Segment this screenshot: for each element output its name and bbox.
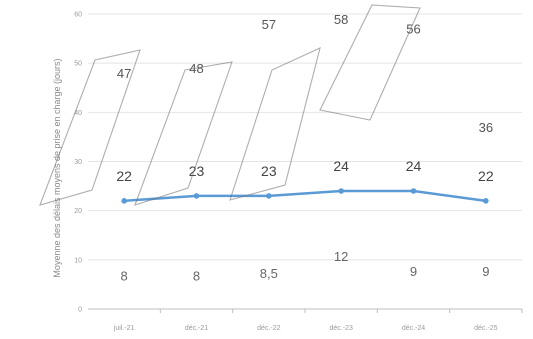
data-label-lower: 9: [410, 264, 417, 279]
data-point: [193, 193, 200, 199]
y-tick-labels: 0 10 20 30 40 50 60: [74, 12, 82, 314]
y-tick-label: 40: [74, 110, 82, 117]
data-point: [266, 193, 272, 199]
sample-watermark: [39, 4, 421, 206]
data-label-line: 23: [189, 163, 205, 179]
data-label-upper: 56: [406, 22, 420, 37]
y-tick-label: 30: [74, 159, 82, 166]
data-label-line: 23: [261, 163, 277, 179]
data-label-line: 22: [478, 168, 494, 184]
y-axis-label: Moyenne des délais moyens de prise en ch…: [52, 58, 62, 277]
data-label-upper: 47: [117, 66, 131, 81]
data-point: [121, 198, 127, 204]
data-label-lower: 9: [482, 264, 489, 279]
y-tick-label: 10: [74, 257, 82, 264]
x-tick-label: déc.-22: [257, 325, 280, 332]
data-label-line: 22: [116, 168, 132, 184]
data-label-line: 24: [333, 158, 349, 174]
data-label-upper: 36: [479, 120, 493, 135]
x-tick-label: déc.-24: [402, 325, 425, 332]
y-tick-label: 0: [78, 307, 82, 314]
data-label-lower: 8: [121, 269, 128, 284]
x-tick-label: déc.-23: [329, 325, 352, 332]
y-tick-label: 60: [74, 12, 82, 19]
x-tick-label: juil.-21: [113, 325, 135, 332]
data-label-lower: 12: [334, 249, 348, 264]
y-tick-label: 20: [74, 208, 82, 215]
data-label-lower: 8: [193, 269, 200, 284]
data-point: [410, 188, 417, 194]
data-point: [483, 198, 489, 204]
data-label-lower: 8,5: [260, 266, 278, 281]
x-tick-labels: juil.-21 déc.-21 déc.-22 déc.-23 déc.-24 déc.…: [113, 325, 498, 332]
data-label-upper: 58: [334, 12, 348, 27]
data-point: [338, 188, 344, 194]
x-tick-label: déc.-21: [185, 325, 208, 332]
x-tick-label: déc.-25: [474, 325, 497, 332]
data-label-upper: 57: [262, 17, 276, 32]
y-tick-label: 50: [74, 61, 82, 68]
gridlines: [88, 13, 523, 313]
data-label-line: 24: [406, 158, 422, 174]
line-series: [121, 188, 489, 204]
series-line: [124, 189, 487, 203]
